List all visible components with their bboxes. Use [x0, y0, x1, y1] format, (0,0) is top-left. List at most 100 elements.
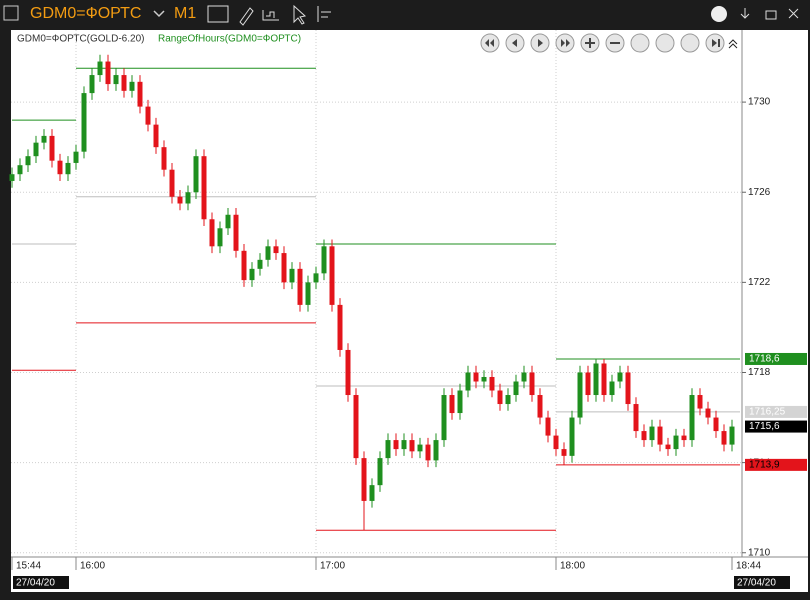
- candle-body: [353, 395, 359, 459]
- date-label: 27/04/20: [737, 578, 776, 589]
- price-label-box: [745, 458, 807, 471]
- candle-body: [689, 395, 695, 441]
- candle-body: [625, 372, 631, 405]
- candle-body: [297, 268, 303, 305]
- x-tick-label: 17:00: [320, 561, 345, 572]
- collapse-button[interactable]: [728, 39, 738, 49]
- candle-body: [377, 458, 383, 486]
- x-tick-label: 16:00: [80, 561, 105, 572]
- legend-entry: RangeOfHours(GDM0=ФОРТС): [158, 34, 301, 45]
- toolbar: [207, 4, 331, 26]
- candle-body: [361, 458, 367, 501]
- indicator-tool[interactable]: [262, 10, 279, 21]
- window-icon[interactable]: [3, 5, 19, 21]
- download-button[interactable]: [740, 8, 750, 19]
- candle-body: [385, 440, 391, 459]
- candle-body: [393, 440, 399, 450]
- legend-entry: GDM0=ФОРТС(GOLD-6.20): [17, 34, 144, 45]
- candle-body: [593, 363, 599, 396]
- candle-body: [89, 75, 95, 94]
- candle-body: [121, 75, 127, 91]
- candle-body: [81, 93, 87, 152]
- candle-body: [57, 160, 63, 175]
- candle-body: [97, 61, 103, 76]
- candle-body: [153, 124, 159, 148]
- x-tick-label: 18:44: [736, 561, 761, 572]
- candle-body: [257, 259, 263, 269]
- candle-body: [489, 376, 495, 391]
- candle-body: [633, 404, 639, 432]
- candle-body: [177, 196, 183, 204]
- candle-body: [417, 444, 423, 452]
- candle-body: [473, 372, 479, 382]
- currency-button[interactable]: [711, 6, 727, 22]
- date-label: 27/04/20: [16, 578, 55, 589]
- candle-body: [617, 372, 623, 382]
- minimize-button[interactable]: [765, 10, 777, 20]
- candles-tool[interactable]: [207, 5, 229, 23]
- candle-body: [529, 372, 535, 396]
- candle-body: [265, 246, 271, 260]
- candle-body: [705, 408, 711, 418]
- candle-body: [305, 282, 311, 305]
- candle-body: [329, 246, 335, 305]
- candle-body: [25, 156, 31, 166]
- x-tick-label: 18:00: [560, 561, 585, 572]
- symbol[interactable]: GDM0=ФОРТС: [30, 5, 141, 22]
- date-box: [734, 576, 790, 589]
- cursor-tool[interactable]: [293, 4, 307, 25]
- candle-body: [481, 376, 487, 382]
- candle-body: [609, 381, 615, 396]
- candle-body: [137, 81, 143, 107]
- date-box: [13, 576, 69, 589]
- candle-body: [713, 417, 719, 432]
- candle-body: [217, 228, 223, 247]
- y-tick-label: 1722: [748, 277, 771, 288]
- candle-body: [505, 395, 511, 405]
- candle-body: [553, 435, 559, 450]
- candle-body: [337, 304, 343, 350]
- lines-tool[interactable]: [317, 6, 331, 22]
- candle-body: [201, 156, 207, 220]
- candle-body: [513, 381, 519, 396]
- symbol-dropdown[interactable]: [153, 10, 165, 18]
- candle-body: [129, 81, 135, 91]
- draw-tool[interactable]: [239, 7, 254, 26]
- timeframe[interactable]: M1: [174, 5, 196, 22]
- candle-body: [449, 395, 455, 414]
- candle-body: [729, 426, 735, 445]
- price-label-box: [745, 420, 807, 433]
- price-label-box: [745, 352, 807, 365]
- candle-body: [49, 135, 55, 161]
- candle-body: [577, 372, 583, 418]
- candle-body: [441, 395, 447, 441]
- expand[interactable]: [680, 33, 700, 53]
- candle-body: [569, 417, 575, 456]
- candle-body: [433, 440, 439, 461]
- price-label: 1718,6: [749, 354, 780, 365]
- candle-body: [697, 395, 703, 409]
- x-tick-label: 15:44: [16, 561, 41, 572]
- candle-body: [561, 449, 567, 456]
- candle-body: [169, 169, 175, 197]
- candle-body: [537, 395, 543, 418]
- candle-body: [601, 363, 607, 396]
- candle-body: [273, 246, 279, 254]
- title-bar: [0, 0, 810, 29]
- candle-body: [145, 106, 151, 125]
- candle-body: [33, 142, 39, 157]
- candle-body: [465, 372, 471, 391]
- candle-body: [249, 268, 255, 281]
- candle-body: [409, 440, 415, 452]
- close-button[interactable]: [788, 8, 799, 19]
- zoom-fit[interactable]: [630, 33, 650, 53]
- y-tick-label: 1726: [748, 187, 771, 198]
- candle-body: [641, 431, 647, 441]
- y-tick-label: 1718: [748, 367, 771, 378]
- shrink[interactable]: [655, 33, 675, 53]
- candle-body: [281, 253, 287, 283]
- candle-body: [457, 390, 463, 414]
- candle-body: [345, 349, 351, 396]
